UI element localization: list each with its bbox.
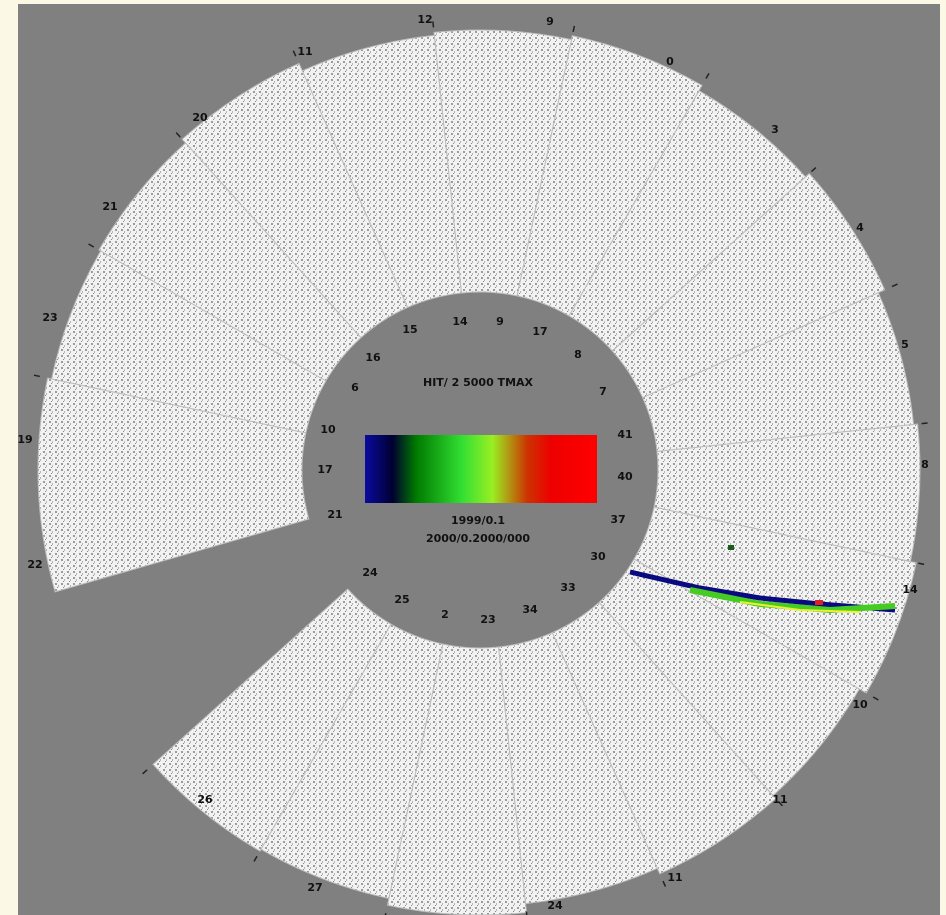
outer-label: 9 [546, 15, 554, 28]
inner-label: 2 [441, 608, 449, 621]
outer-label: 19 [17, 433, 32, 446]
outer-label: 0 [666, 55, 674, 68]
track-hit-yellow [739, 601, 861, 613]
inner-label: 8 [574, 348, 582, 361]
inner-label: 16 [365, 351, 381, 364]
scale-min-label: 1999/0.1 [451, 514, 505, 527]
outer-label: 20 [192, 111, 208, 124]
scale-max-label: 2000/0.2000/000 [426, 532, 530, 545]
outer-label: 5 [901, 338, 909, 351]
outer-label: 11 [772, 793, 787, 806]
sector-tick [292, 50, 297, 57]
sector-tick [253, 855, 258, 862]
sector-tick [872, 696, 879, 701]
sector-tick [525, 911, 528, 915]
inner-label: 7 [599, 385, 607, 398]
outer-label: 21 [102, 200, 117, 213]
sector-tick [33, 374, 40, 378]
inner-label: 30 [590, 550, 606, 563]
outer-label: 24 [547, 899, 563, 912]
sector-tick [810, 166, 817, 173]
outer-label: 11 [297, 45, 312, 58]
detector-sector [611, 172, 886, 399]
inner-label: 21 [327, 508, 342, 521]
inner-label: 40 [617, 470, 633, 483]
detector-sector [181, 62, 409, 339]
outer-label: 4 [856, 221, 864, 234]
detector-sector [653, 423, 921, 563]
center-title: HIT/ 2 5000 TMAX [423, 376, 534, 389]
inner-label: 34 [522, 603, 538, 616]
outer-label: 8 [921, 458, 929, 471]
track-hit-green [689, 587, 896, 614]
sector-tick [432, 21, 435, 28]
sector-tick [88, 243, 95, 248]
detector-sector [37, 377, 310, 593]
track-hit-dark [728, 545, 734, 550]
sector-ring [33, 21, 928, 915]
track-hit-blue [629, 569, 896, 613]
inner-label: 17 [317, 463, 332, 476]
outer-label: 23 [42, 311, 57, 324]
inner-label: 41 [617, 428, 632, 441]
track [629, 545, 896, 614]
detector-sector [433, 29, 573, 297]
sector-tick [175, 132, 181, 138]
detector-sector [98, 142, 362, 382]
outer-label: 3 [771, 123, 779, 136]
sector-tick [777, 800, 784, 807]
detector-sector [551, 601, 777, 875]
inner-label: 24 [362, 566, 378, 579]
outer-label: 10 [852, 698, 868, 711]
sector-tick [891, 283, 898, 288]
sector-tick [384, 912, 387, 915]
outer-label: 22 [27, 558, 42, 571]
outer-label: 14 [902, 583, 918, 596]
color-scale [365, 435, 597, 503]
inner-label: 14 [452, 315, 468, 328]
inner-label: 33 [560, 581, 575, 594]
inner-label: 25 [394, 593, 409, 606]
outer-label: 12 [417, 13, 432, 26]
inner-label: 17 [532, 325, 547, 338]
sector-tick [918, 562, 925, 566]
sector-tick [572, 25, 576, 32]
inner-label: 6 [351, 381, 359, 394]
track-hit-red [815, 600, 823, 605]
sector-tick [705, 72, 710, 79]
inner-label: 9 [496, 315, 504, 328]
sector-tick [142, 769, 148, 775]
outer-label: 26 [197, 793, 213, 806]
inner-label: 37 [610, 513, 625, 526]
outer-label: 11 [667, 871, 682, 884]
sector-tick [921, 422, 928, 425]
inner-label: 23 [480, 613, 495, 626]
inner-label: 10 [320, 423, 336, 436]
detector-sector [152, 588, 392, 852]
inner-label: 15 [402, 323, 417, 336]
outer-label: 27 [307, 881, 322, 894]
sector-tick [662, 880, 667, 887]
detector-sector [516, 35, 703, 317]
